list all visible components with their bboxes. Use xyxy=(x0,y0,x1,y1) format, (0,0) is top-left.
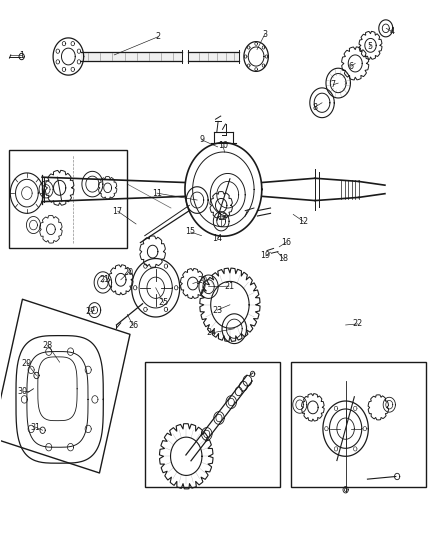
Text: 10: 10 xyxy=(218,141,228,150)
Text: 19: 19 xyxy=(261,252,271,260)
Text: 17: 17 xyxy=(113,207,123,216)
Text: 29: 29 xyxy=(22,359,32,368)
Bar xyxy=(291,362,426,487)
Text: 1: 1 xyxy=(19,51,24,60)
Text: 9: 9 xyxy=(199,135,205,144)
Text: 16: 16 xyxy=(281,238,291,247)
Text: 7: 7 xyxy=(331,80,336,89)
Text: 26: 26 xyxy=(128,321,138,330)
Text: 11: 11 xyxy=(152,189,162,198)
Bar xyxy=(10,150,127,248)
Text: 25: 25 xyxy=(159,298,169,307)
Text: 21: 21 xyxy=(224,281,234,290)
Text: 14: 14 xyxy=(212,234,222,243)
Text: 8: 8 xyxy=(313,102,318,111)
Text: 30: 30 xyxy=(18,387,28,396)
Text: 12: 12 xyxy=(298,217,308,226)
Text: 5: 5 xyxy=(367,43,372,52)
Text: 27: 27 xyxy=(85,307,96,316)
Text: 3: 3 xyxy=(262,30,267,39)
Text: 13: 13 xyxy=(217,213,227,222)
Text: 2: 2 xyxy=(155,33,160,42)
Text: 20: 20 xyxy=(124,268,134,277)
Text: 24: 24 xyxy=(206,328,217,337)
Text: 6: 6 xyxy=(349,62,354,70)
Text: 15: 15 xyxy=(186,228,196,237)
Text: 4: 4 xyxy=(389,27,394,36)
Text: 31: 31 xyxy=(31,423,41,432)
Bar xyxy=(145,362,280,487)
Text: 20: 20 xyxy=(198,276,208,285)
Text: 18: 18 xyxy=(278,254,288,263)
Text: 21: 21 xyxy=(99,274,109,284)
Text: 23: 23 xyxy=(212,305,223,314)
Text: 28: 28 xyxy=(43,341,53,350)
Text: 22: 22 xyxy=(353,319,363,328)
